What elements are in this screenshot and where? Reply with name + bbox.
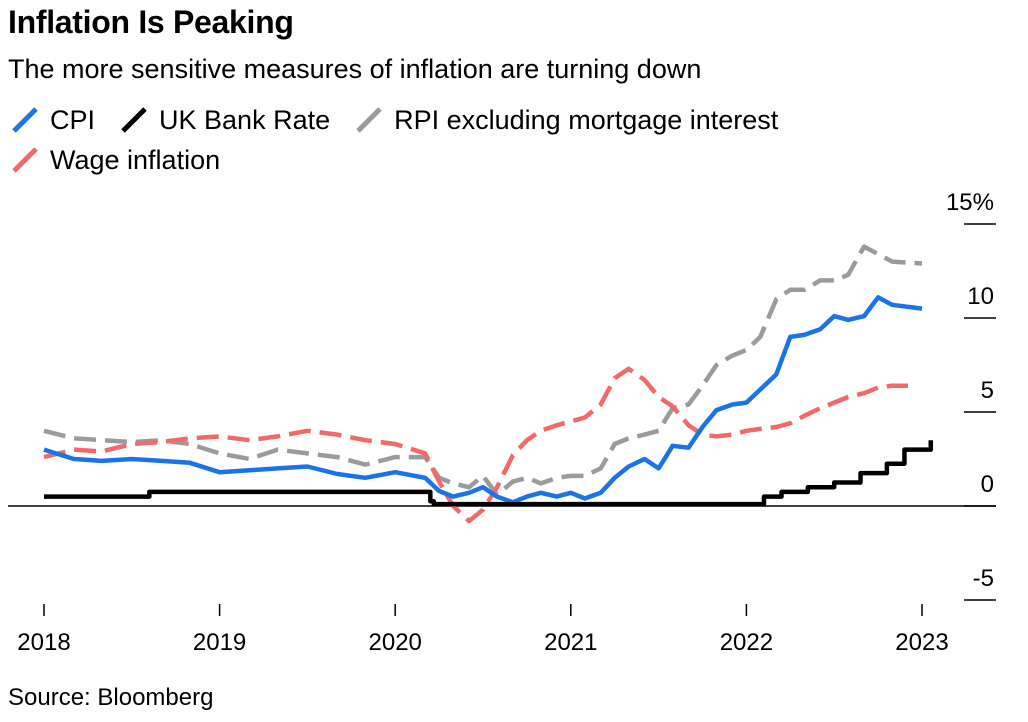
legend-item-rpix: RPI excluding mortgage interest [352, 103, 778, 137]
series-wage-inflation [43, 366, 908, 524]
x-tick-label: 2020 [369, 629, 422, 656]
legend-label-bank-rate: UK Bank Rate [159, 104, 331, 135]
x-tick-label: 2019 [193, 629, 246, 656]
legend-swatch-rpix [356, 107, 382, 133]
legend-label-wage: Wage inflation [50, 144, 221, 175]
legend-item-wage: Wage inflation [8, 143, 220, 177]
legend-label-rpix: RPI excluding mortgage interest [394, 104, 779, 135]
legend: CPI UK Bank Rate RPI excluding mortgage … [8, 100, 908, 180]
legend-row-1: CPI UK Bank Rate RPI excluding mortgage … [8, 100, 908, 140]
y-tick-label: 0 [981, 471, 994, 498]
y-tick-label: 10 [967, 283, 994, 310]
y-tick-label: -5 [973, 565, 994, 592]
x-tick-label: 2018 [17, 629, 70, 656]
series-rpi-excluding-mortgage-interest [43, 244, 923, 497]
legend-swatch-bank-rate [121, 107, 147, 133]
legend-row-2: Wage inflation [8, 140, 908, 180]
x-tick-label: 2023 [895, 629, 948, 656]
legend-swatch-wage [12, 147, 38, 173]
series-line [43, 366, 908, 524]
series-layer [43, 244, 934, 524]
y-axis: 15% 10 5 0 -5 [8, 189, 996, 601]
series-line [44, 440, 934, 507]
y-tick-label: 5 [981, 377, 994, 404]
series-cpi [43, 295, 923, 505]
legend-swatch-cpi [12, 107, 38, 133]
legend-item-cpi: CPI [8, 103, 95, 137]
series-line [43, 295, 923, 505]
x-axis: 2018 2019 2020 2021 2022 2023 [17, 604, 949, 656]
x-tick-label: 2022 [720, 629, 773, 656]
series-uk-bank-rate [44, 440, 934, 507]
chart-subtitle: The more sensitive measures of inflation… [8, 54, 702, 84]
source-note: Source: Bloomberg [8, 684, 214, 711]
legend-item-bank-rate: UK Bank Rate [117, 103, 330, 137]
y-tick-label: 15% [946, 189, 994, 216]
series-line [43, 244, 923, 497]
x-tick-label: 2021 [544, 629, 597, 656]
chart-title: Inflation Is Peaking [8, 4, 294, 40]
legend-label-cpi: CPI [50, 104, 96, 135]
